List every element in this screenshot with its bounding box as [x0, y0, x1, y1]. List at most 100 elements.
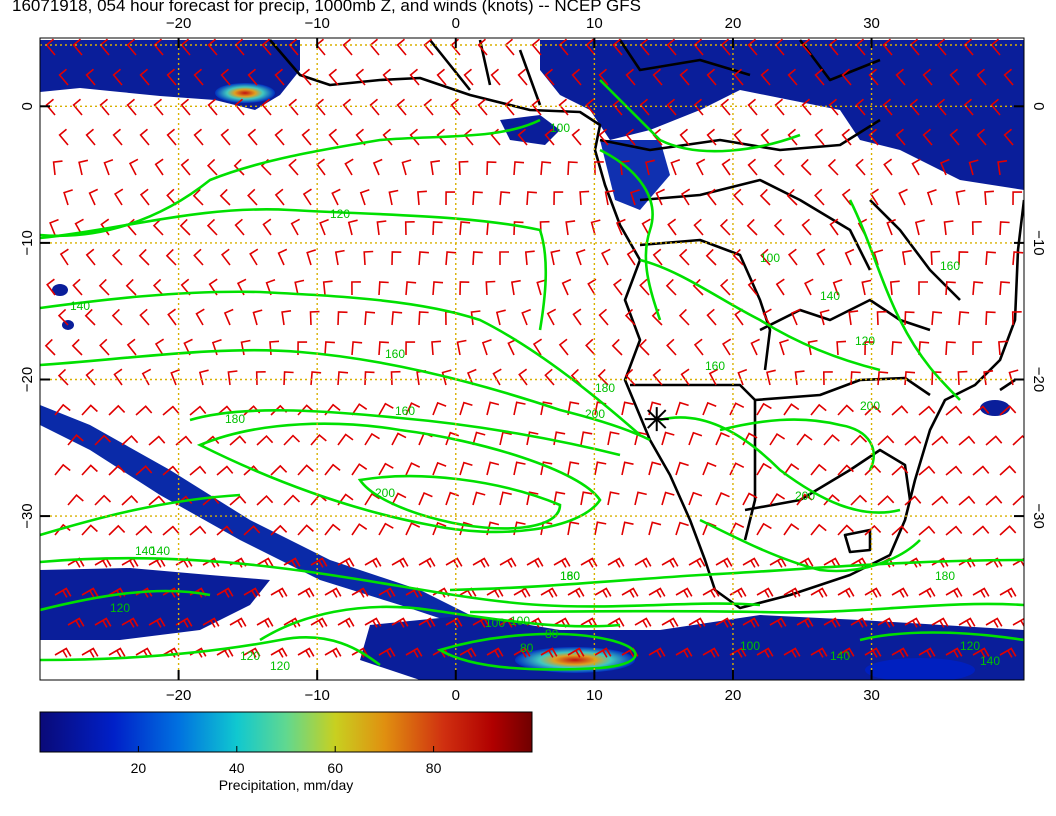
border-angola [639, 238, 772, 371]
wind-barb [180, 98, 191, 116]
wind-barb [759, 188, 771, 206]
wind-barb [746, 218, 758, 236]
wind-barb [310, 433, 327, 446]
wind-barb [193, 128, 204, 146]
wind-barb [495, 309, 506, 326]
wind-barb [154, 158, 164, 176]
wind-barb [801, 218, 812, 236]
wind-barb [747, 98, 758, 116]
wind-barb [78, 159, 89, 176]
wind-barb [486, 461, 500, 476]
wind-barb [558, 38, 569, 56]
wind-barb [148, 435, 166, 446]
wind-barb [1012, 191, 1023, 206]
wind-barb [931, 617, 949, 628]
wind-barb [337, 617, 355, 628]
wind-barb [432, 281, 444, 296]
wind-barb [553, 557, 571, 568]
wind-barb [666, 98, 677, 116]
wind-barb [153, 38, 164, 56]
wind-barb [666, 338, 677, 356]
wind-barb [166, 188, 177, 206]
lat-label-right-2: −20 [1030, 367, 1047, 392]
wind-barb [342, 38, 353, 56]
wind-barb [984, 190, 994, 206]
wind-barb [732, 248, 744, 266]
wind-barb [864, 524, 882, 536]
wind-barb [54, 463, 71, 476]
wind-barb [486, 161, 497, 176]
wind-barb [256, 494, 274, 506]
wind-barb [112, 128, 123, 146]
wind-barb [621, 587, 639, 598]
wind-barb [678, 308, 690, 326]
wind-barb [391, 557, 409, 568]
wind-barb [180, 158, 191, 176]
wind-barb [775, 278, 785, 296]
wind-barb [378, 522, 394, 536]
wind-barb [364, 371, 375, 386]
lon-label-bottom-0: −20 [166, 687, 191, 704]
wind-barb [972, 341, 983, 356]
wind-barb [693, 218, 704, 236]
wind-barb [54, 523, 71, 536]
lat-label-left-0: 0 [19, 102, 36, 110]
wind-barb [170, 368, 180, 386]
axis-ticks [40, 38, 1024, 680]
wind-barb [202, 617, 220, 628]
wind-barb [283, 557, 301, 568]
wind-barb [481, 339, 492, 356]
wind-barb [904, 617, 922, 628]
wind-barb [486, 647, 504, 658]
wind-barb [445, 557, 463, 568]
wind-barb [679, 68, 690, 86]
wind-barb [985, 557, 1003, 568]
colorbar-tick-label-1: 40 [229, 760, 245, 776]
wind-barb [909, 98, 920, 116]
wind-barb [828, 98, 839, 116]
lon-label-bottom-4: 20 [725, 687, 742, 704]
africa-coastline [269, 39, 1024, 610]
wind-barb [756, 647, 774, 658]
wind-barb [648, 647, 666, 658]
wind-barb [391, 432, 407, 446]
wind-barb [165, 248, 177, 266]
wind-barb [198, 369, 209, 386]
colorbar-tick-label-2: 60 [327, 760, 343, 776]
wind-barb [666, 38, 677, 56]
wind-barb [876, 310, 887, 326]
wind-barb [675, 521, 689, 536]
wind-barb [391, 492, 407, 506]
wind-barb [324, 647, 342, 658]
wind-barb [665, 278, 677, 296]
wind-barb [891, 647, 909, 658]
wind-barb [864, 404, 882, 416]
wind-barb [492, 368, 502, 386]
wind-barb [794, 370, 805, 386]
contour-label-5: 100 [550, 121, 570, 135]
wind-barb [463, 128, 474, 146]
wind-barb [418, 251, 429, 266]
wind-barb [594, 647, 612, 658]
wind-barb [807, 339, 818, 356]
wind-barb [121, 434, 139, 446]
wind-barb [598, 128, 609, 146]
wind-barb [81, 524, 98, 536]
wind-barb [688, 431, 703, 446]
wind-barb [431, 340, 442, 356]
contour-180-south [449, 558, 1024, 592]
wind-barb [601, 248, 611, 266]
wind-barb [518, 368, 528, 386]
wind-barb [607, 557, 625, 568]
wind-barb [904, 495, 922, 506]
wind-barb [904, 435, 922, 446]
wind-barb [99, 338, 110, 356]
wind-barb [972, 647, 990, 658]
wind-barb [702, 647, 720, 658]
wind-barb [243, 587, 261, 598]
wind-barb [692, 278, 704, 296]
wind-barb [544, 128, 555, 146]
wind-barb [810, 463, 827, 476]
wind-barb [52, 160, 63, 176]
